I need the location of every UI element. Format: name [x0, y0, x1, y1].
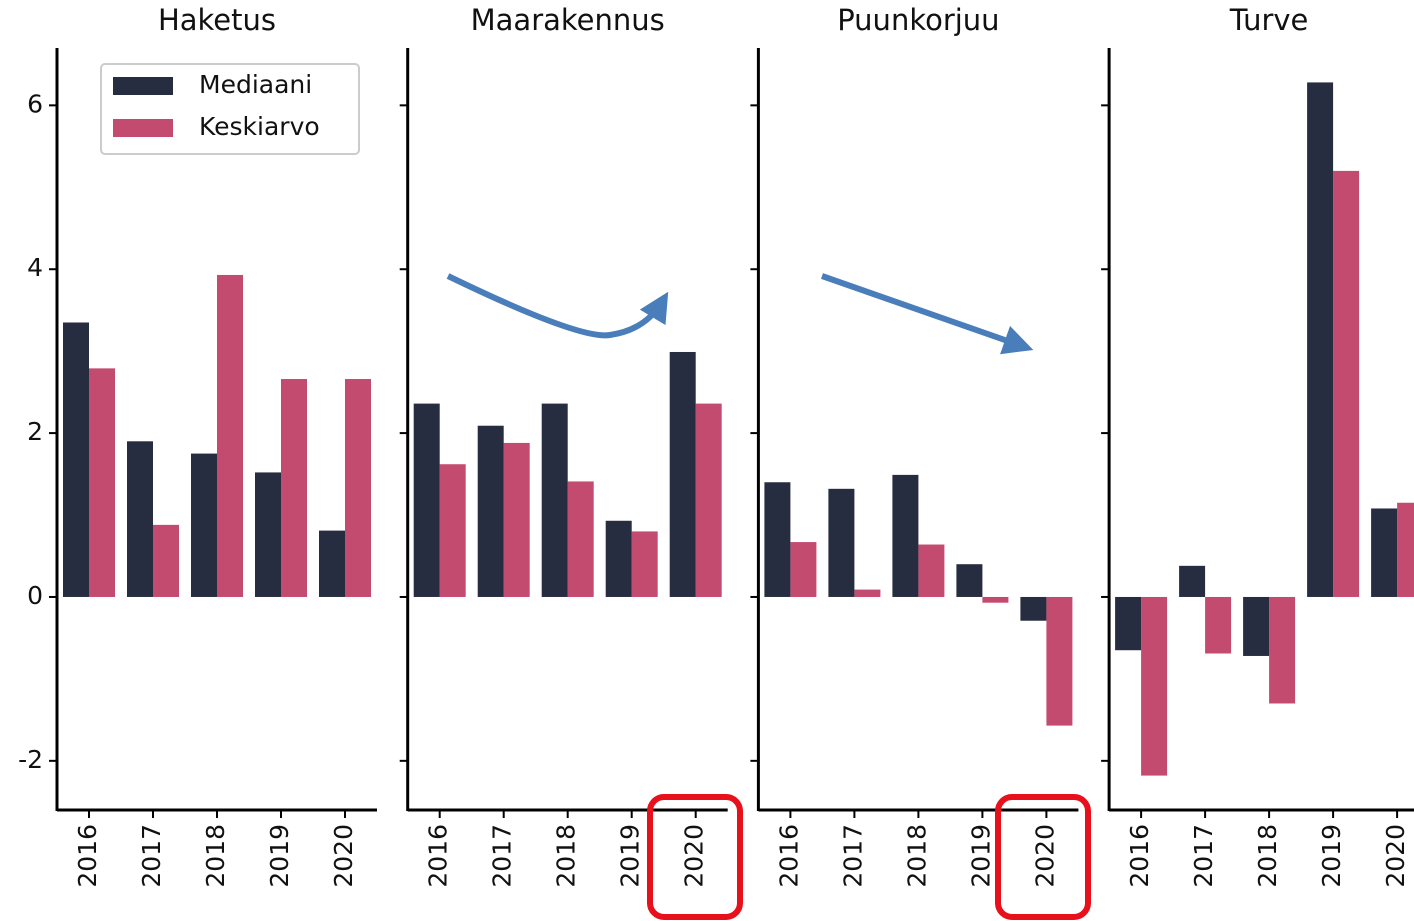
bar [503, 442, 530, 597]
bar [477, 425, 504, 597]
bar [854, 589, 881, 597]
bar [255, 472, 281, 597]
bar [1115, 596, 1142, 651]
bar [1269, 596, 1296, 704]
bar [1205, 596, 1232, 654]
x-tick-label: 2020 [680, 824, 709, 888]
bar [764, 482, 791, 597]
x-tick-label: 2020 [1381, 824, 1410, 888]
subplot-title: Maarakennus [471, 3, 665, 37]
bar [319, 530, 345, 597]
legend-swatch [113, 119, 173, 137]
x-tick-label: 2016 [424, 824, 453, 888]
bar [1397, 502, 1414, 597]
x-tick-label: 2016 [73, 824, 102, 888]
x-tick-label: 2018 [201, 824, 230, 888]
bar [1333, 170, 1360, 597]
bar [541, 403, 568, 597]
bar [956, 564, 983, 597]
x-tick-label: 2019 [966, 824, 995, 888]
legend-swatch [113, 77, 173, 95]
x-tick-label: 2017 [137, 824, 166, 888]
bar [790, 542, 817, 597]
highlight-box [995, 794, 1091, 920]
bar [1371, 508, 1398, 597]
bar [695, 403, 722, 597]
bar [63, 322, 89, 597]
bar [605, 520, 632, 597]
x-tick-label: 2018 [902, 824, 931, 888]
x-tick-label: 2017 [838, 824, 867, 888]
y-tick-label: 0 [27, 581, 43, 610]
bar [127, 441, 153, 597]
bar [217, 274, 243, 597]
x-tick-label: 2019 [616, 824, 645, 888]
bar [1020, 596, 1047, 621]
y-tick-label: -2 [18, 745, 43, 774]
highlight-box [647, 794, 743, 920]
x-tick-label: 2020 [1030, 824, 1059, 888]
legend-label: Keskiarvo [199, 112, 320, 141]
x-tick-label: 2018 [1253, 824, 1282, 888]
bar [669, 351, 696, 597]
trend-arrow [821, 273, 1034, 355]
subplot-title: Puunkorjuu [837, 3, 999, 37]
bar [1046, 596, 1073, 726]
bar [892, 474, 919, 597]
subplot-title: Haketus [158, 3, 276, 37]
x-tick-label: 2016 [1125, 824, 1154, 888]
x-tick-label: 2016 [774, 824, 803, 888]
bar [631, 531, 658, 597]
bar [1141, 596, 1168, 776]
bar [281, 379, 307, 597]
bar [345, 379, 371, 597]
y-tick-label: 4 [27, 253, 43, 282]
x-tick-label: 2017 [488, 824, 517, 888]
bar [191, 453, 217, 597]
bar [567, 481, 594, 597]
y-tick-label: 2 [27, 417, 43, 446]
bar [982, 596, 1009, 603]
y-tick-label: 6 [27, 89, 43, 118]
bar [153, 524, 179, 597]
trend-arrow [446, 273, 669, 339]
x-tick-label: 2020 [329, 824, 358, 888]
bar [439, 464, 466, 597]
bar [828, 488, 855, 597]
bar [413, 403, 440, 597]
x-tick-label: 2017 [1189, 824, 1218, 888]
subplot-title: Turve [1229, 3, 1309, 37]
legend-label: Mediaani [199, 70, 312, 99]
x-tick-label: 2019 [265, 824, 294, 888]
bar [1243, 596, 1270, 656]
x-tick-label: 2019 [1317, 824, 1346, 888]
bar [918, 544, 945, 597]
bar [89, 368, 115, 597]
bar [1179, 565, 1206, 597]
x-tick-label: 2018 [552, 824, 581, 888]
bar [1307, 82, 1334, 597]
